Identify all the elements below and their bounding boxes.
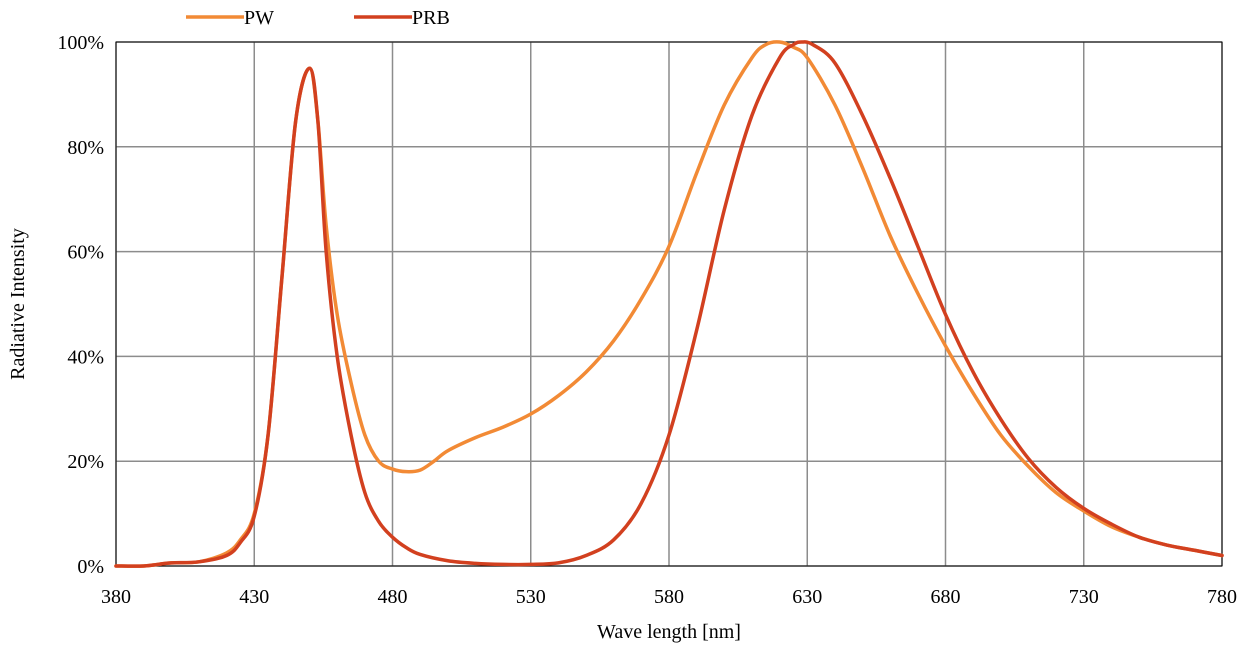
x-axis-label: Wave length [nm] <box>597 621 741 643</box>
x-tick-label: 480 <box>378 586 408 608</box>
x-tick-label: 380 <box>101 586 131 608</box>
x-tick-label: 730 <box>1069 586 1099 608</box>
plot-frame <box>115 41 1223 567</box>
legend-label-prb: PRB <box>412 7 450 29</box>
x-tick-label: 430 <box>239 586 269 608</box>
y-tick-label: 80% <box>67 137 104 159</box>
legend: PW PRB <box>186 7 450 29</box>
y-tick-label: 40% <box>67 346 104 368</box>
x-tick-label: 580 <box>654 586 684 608</box>
series-line-prb <box>114 40 1224 568</box>
x-tick-label: 630 <box>792 586 822 608</box>
series-lines <box>114 40 1224 568</box>
x-tick-label: 680 <box>931 586 961 608</box>
y-tick-label: 0% <box>77 556 104 578</box>
y-tick-labels: 0% 20% 40% 60% 80% 100% <box>57 32 104 578</box>
y-tick-label: 20% <box>67 451 104 473</box>
x-tick-label: 530 <box>516 586 546 608</box>
legend-label-pw: PW <box>244 7 274 29</box>
y-axis-label: Radiative Intensity <box>7 228 29 380</box>
x-tick-label: 780 <box>1207 586 1237 608</box>
x-tick-labels: 380 430 480 530 580 630 680 730 780 <box>101 586 1237 608</box>
y-tick-label: 60% <box>67 242 104 264</box>
y-tick-label: 100% <box>57 32 104 54</box>
